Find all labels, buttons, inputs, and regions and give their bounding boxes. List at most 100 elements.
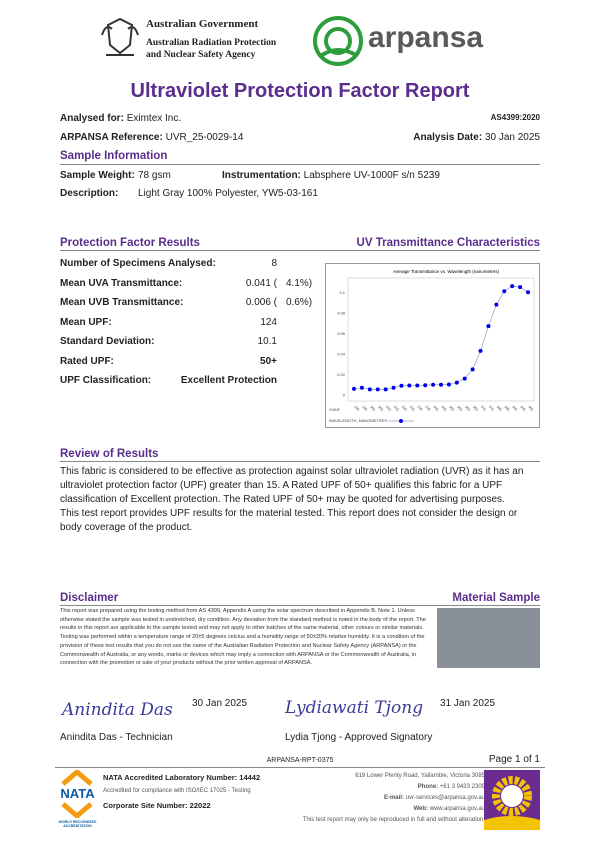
result-value: 10.1 — [257, 336, 277, 347]
x-tick-label: 380 — [496, 405, 503, 412]
x-tick-label: 300 — [369, 405, 376, 412]
analysis-date: Analysis Date: 30 Jan 2025 — [413, 132, 540, 143]
arpansa-sun-logo-icon — [484, 770, 540, 830]
document-id: ARPANSA-RPT-0375 — [266, 757, 334, 764]
result-label: Rated UPF: — [60, 355, 114, 367]
data-point — [359, 385, 364, 390]
data-point — [454, 380, 459, 385]
x-tick-label: 350 — [448, 405, 455, 412]
data-point — [510, 284, 515, 289]
data-point — [470, 367, 475, 372]
data-point — [486, 324, 491, 329]
x-tick-label: 375 — [488, 405, 495, 412]
x-tick-label: 390 — [511, 405, 518, 412]
x-axis-label: XVAR — [329, 407, 340, 412]
x-tick-label: 370 — [480, 405, 487, 412]
page-title: Ultraviolet Protection Factor Report — [130, 80, 470, 102]
sample-heading: Sample Information — [60, 150, 168, 162]
chart-title: Average Transmittance vs. Wavelength (na… — [393, 269, 500, 274]
data-point — [383, 387, 388, 392]
nata-lab-number: NATA Accredited Laboratory Number: 14442 — [103, 773, 261, 782]
result-value: 50+ — [260, 355, 277, 367]
data-point — [446, 382, 451, 387]
data-point — [375, 387, 380, 392]
x-tick-label: 305 — [377, 405, 384, 412]
y-tick-label: 0 — [343, 393, 346, 398]
result-value: 124 — [260, 316, 277, 328]
result-percent: 4.1%) — [286, 277, 313, 289]
plot-area — [347, 277, 535, 402]
divider — [55, 767, 545, 768]
analysed-for: Analysed for: Eximtex Inc. — [60, 113, 182, 124]
data-point — [478, 348, 483, 353]
technician-date: 30 Jan 2025 — [192, 698, 248, 709]
x-tick-label: 325 — [409, 405, 416, 412]
data-point — [526, 290, 530, 295]
series-line — [353, 285, 529, 390]
x-tick-label: 360 — [464, 405, 471, 412]
divider — [60, 164, 540, 165]
nata-logo: NATA WORLD RECOGNISED ACCREDITATION — [55, 768, 100, 832]
material-sample-heading: Material Sample — [452, 592, 540, 604]
x-tick-label: 355 — [456, 405, 463, 412]
y-tick-label: 0.06 — [337, 331, 346, 336]
technician-name: Anindita Das - Technician — [60, 732, 173, 743]
x-tick-label: 290 — [353, 405, 360, 412]
nata-chevron-icon — [61, 768, 93, 820]
weight-value: 78 gsm — [138, 170, 171, 181]
australian-government-logo: Australian Government Australian Radiati… — [100, 15, 280, 70]
data-point — [494, 302, 499, 307]
result-label: Mean UPF: — [60, 316, 112, 328]
review-paragraph-1: This fabric is considered to be effectiv… — [60, 466, 524, 505]
data-point — [431, 382, 436, 387]
review-paragraph-2: This test report provides UPF results fo… — [60, 508, 518, 533]
arpansa-logo: arpansa — [312, 15, 492, 70]
coat-of-arms-icon — [101, 17, 139, 56]
data-point — [423, 383, 428, 388]
reproduction-note: This test report may only be reproduced … — [302, 817, 485, 823]
result-value: 0.006 ( — [245, 297, 277, 308]
weight-label: Sample Weight: — [60, 170, 135, 181]
reference: ARPANSA Reference: UVR_25-0029-14 — [60, 132, 244, 143]
result-value: Excellent Protection — [180, 375, 277, 386]
result-label: Number of Specimens Analysed: — [60, 258, 216, 269]
result-label: Mean UVA Transmittance: — [60, 277, 183, 289]
data-point — [407, 383, 412, 388]
result-value: 0.041 ( — [245, 277, 277, 289]
x-tick-label: 335 — [424, 405, 431, 412]
x-tick-label: 295 — [361, 405, 368, 412]
result-label: Mean UVB Transmittance: — [60, 297, 184, 308]
email-link[interactable]: uvr-services@arpansa.gov.au — [405, 795, 485, 801]
result-percent: 0.6%) — [286, 297, 313, 308]
x-tick-label: 345 — [440, 405, 447, 412]
x-tick-label: 400 — [527, 405, 534, 412]
web-link[interactable]: www.arpansa.gov.au — [429, 806, 485, 812]
x-tick-label: 310 — [385, 405, 392, 412]
divider — [60, 250, 540, 251]
x-tick-label: 315 — [393, 405, 400, 412]
review-heading: Review of Results — [60, 448, 159, 460]
arpansa-emblem-icon — [313, 16, 363, 66]
data-point — [439, 382, 443, 387]
contact-block: 619 Lower Plenty Road, Yallambie, Victor… — [355, 773, 485, 812]
description-value: Light Gray 100% Polyester, YW5-03-161 — [138, 188, 318, 199]
agency-name-1: Australian Radiation Protection — [146, 38, 277, 48]
disclaimer-heading: Disclaimer — [60, 592, 119, 604]
signatory-date: 31 Jan 2025 — [440, 698, 496, 709]
disclaimer-text: This report was prepared using the testi… — [60, 608, 426, 667]
result-value: 8 — [271, 258, 277, 269]
results-heading: Protection Factor Results — [60, 237, 200, 249]
data-point — [367, 387, 372, 392]
data-point — [352, 386, 356, 391]
data-point — [415, 383, 420, 388]
x-tick-label: 395 — [519, 405, 526, 412]
data-point — [502, 289, 507, 294]
x-tick-label: 320 — [401, 405, 408, 412]
accreditation: Accredited for compliance with ISO/IEC 1… — [103, 788, 251, 794]
x-tick-label: 330 — [417, 405, 424, 412]
chart-heading: UV Transmittance Characteristics — [356, 237, 540, 249]
y-tick-label: 0.02 — [337, 372, 346, 377]
x-tick-label: 365 — [472, 405, 479, 412]
data-point — [399, 383, 404, 388]
signature-technician: Anindita Das — [62, 700, 173, 720]
